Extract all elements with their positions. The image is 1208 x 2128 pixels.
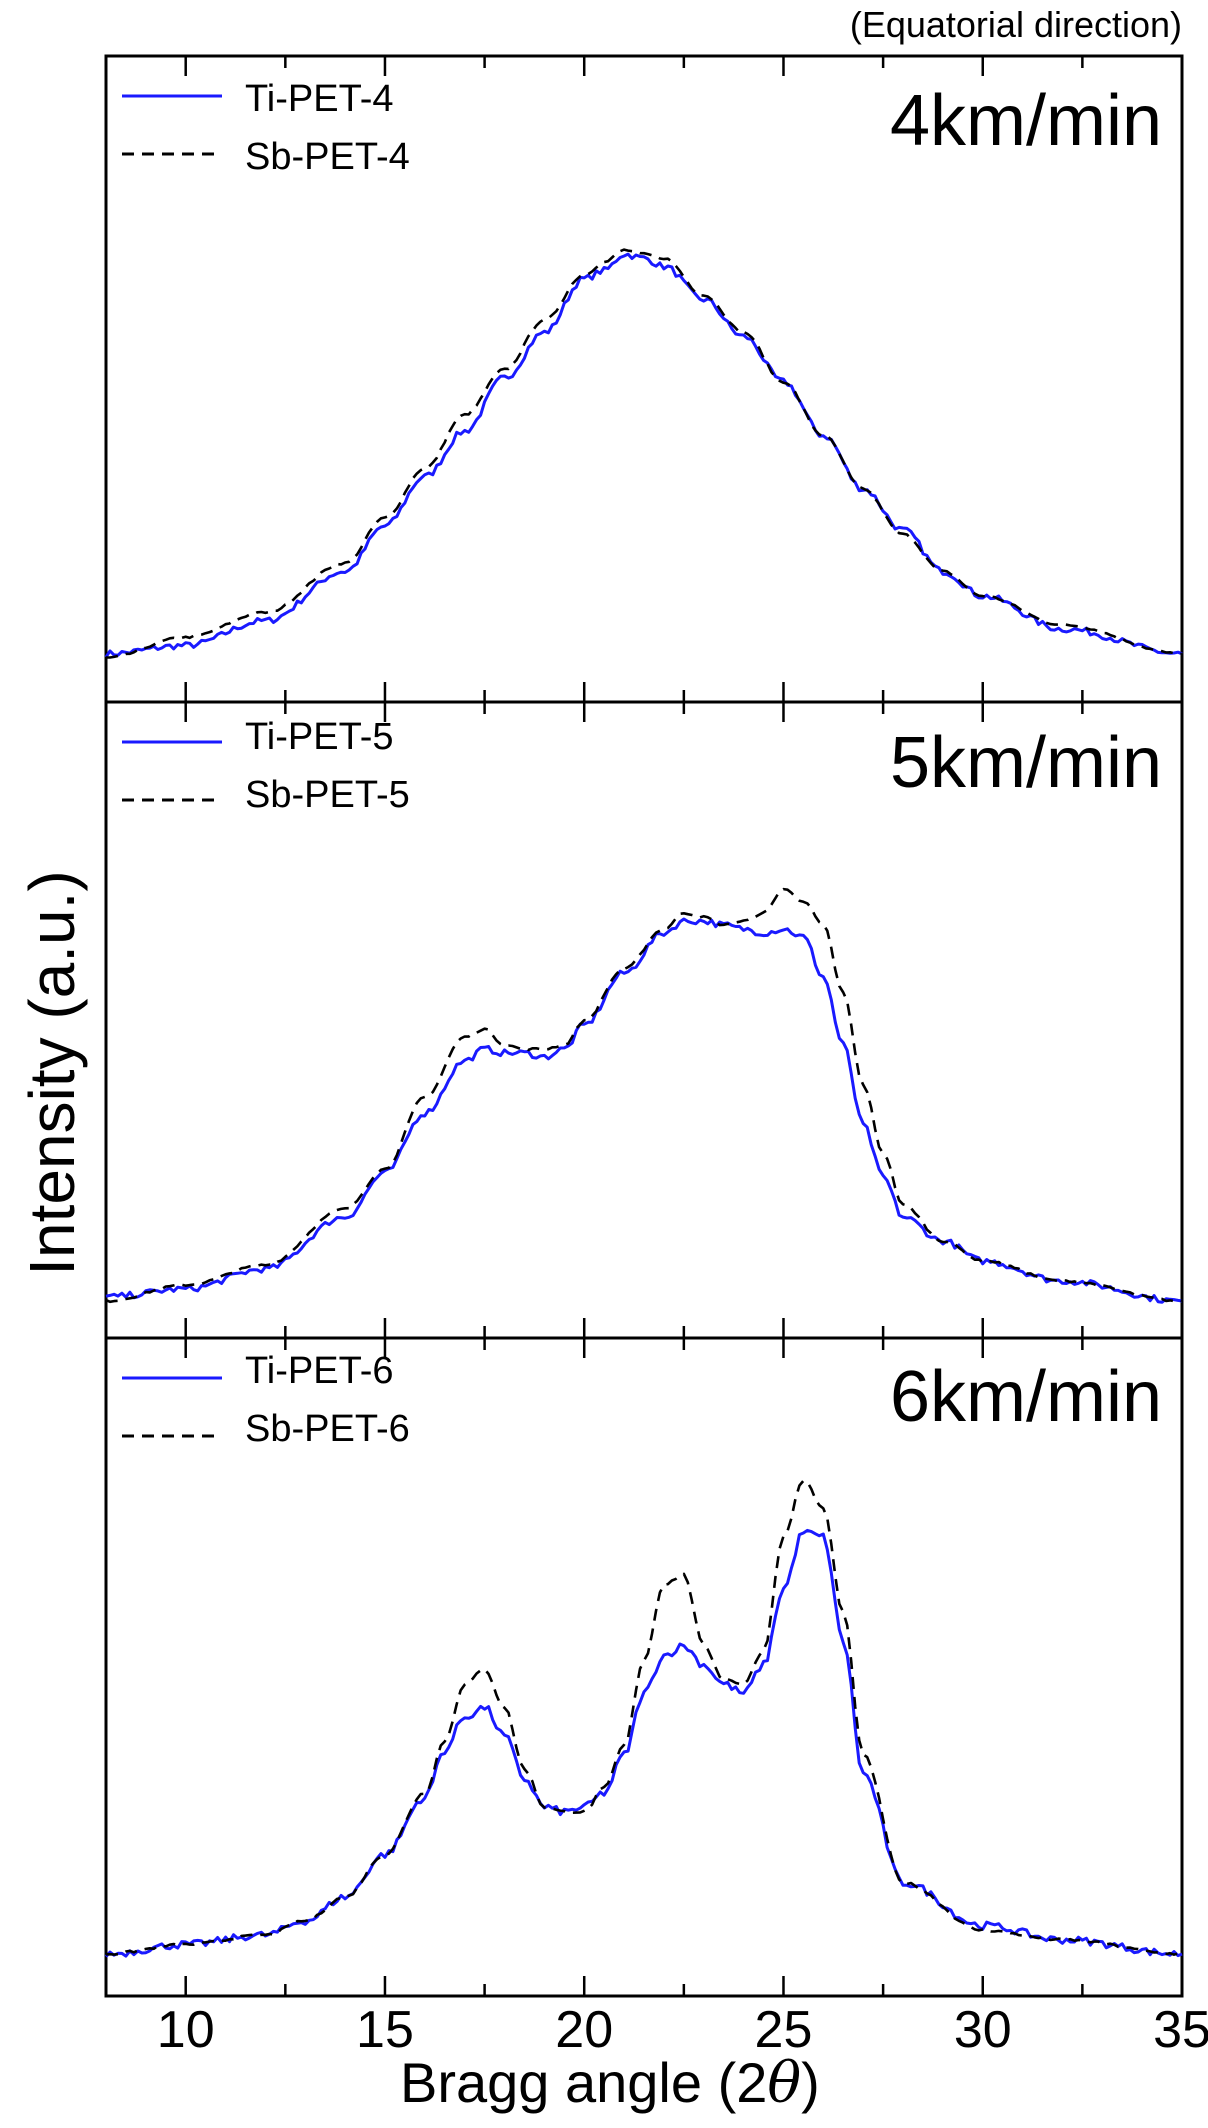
y-axis-label: Intensity (a.u.) <box>16 870 88 1276</box>
x-axis-label-symbol: θ <box>767 2051 802 2116</box>
legend-label-sb-pet-4: Sb-PET-4 <box>245 136 410 178</box>
panel-frame-3 <box>104 1336 1184 1998</box>
x-axis-label-suffix: ) <box>801 2051 820 2114</box>
x-tick-label-35: 35 <box>1153 2001 1208 2059</box>
legend-label-sb-pet-6: Sb-PET-6 <box>245 1408 410 1450</box>
panel-speed-label-4: 4km/min <box>889 81 1162 161</box>
series-line-sb-pet-5 <box>105 887 1183 1304</box>
panel-speed-label-6: 6km/min <box>889 1357 1162 1437</box>
legend-label-ti-pet-6: Ti-PET-6 <box>245 1350 394 1392</box>
series-line-ti-pet-6 <box>104 1528 1183 1958</box>
x-axis-label: Bragg angle (2θ) <box>400 2050 820 2116</box>
x-tick-label-25: 25 <box>754 2001 813 2059</box>
x-axis-label-prefix: Bragg angle (2 <box>400 2051 768 2114</box>
series-line-ti-pet-4 <box>104 252 1183 658</box>
x-tick-label-15: 15 <box>356 2001 414 2059</box>
panel-speed-label-5: 5km/min <box>889 723 1162 803</box>
x-tick-label-20: 20 <box>555 2001 614 2059</box>
series-line-sb-pet-6 <box>105 1479 1183 1956</box>
x-tick-label-10: 10 <box>156 2001 215 2059</box>
series-line-ti-pet-5 <box>105 917 1183 1304</box>
legend-label-sb-pet-5: Sb-PET-5 <box>245 774 410 816</box>
legend-label-ti-pet-4: Ti-PET-4 <box>245 78 394 120</box>
legend-label-ti-pet-5: Ti-PET-5 <box>245 716 394 758</box>
series-line-sb-pet-4 <box>106 248 1183 659</box>
direction-note: (Equatorial direction) <box>849 4 1182 45</box>
x-tick-label-30: 30 <box>953 2001 1012 2059</box>
